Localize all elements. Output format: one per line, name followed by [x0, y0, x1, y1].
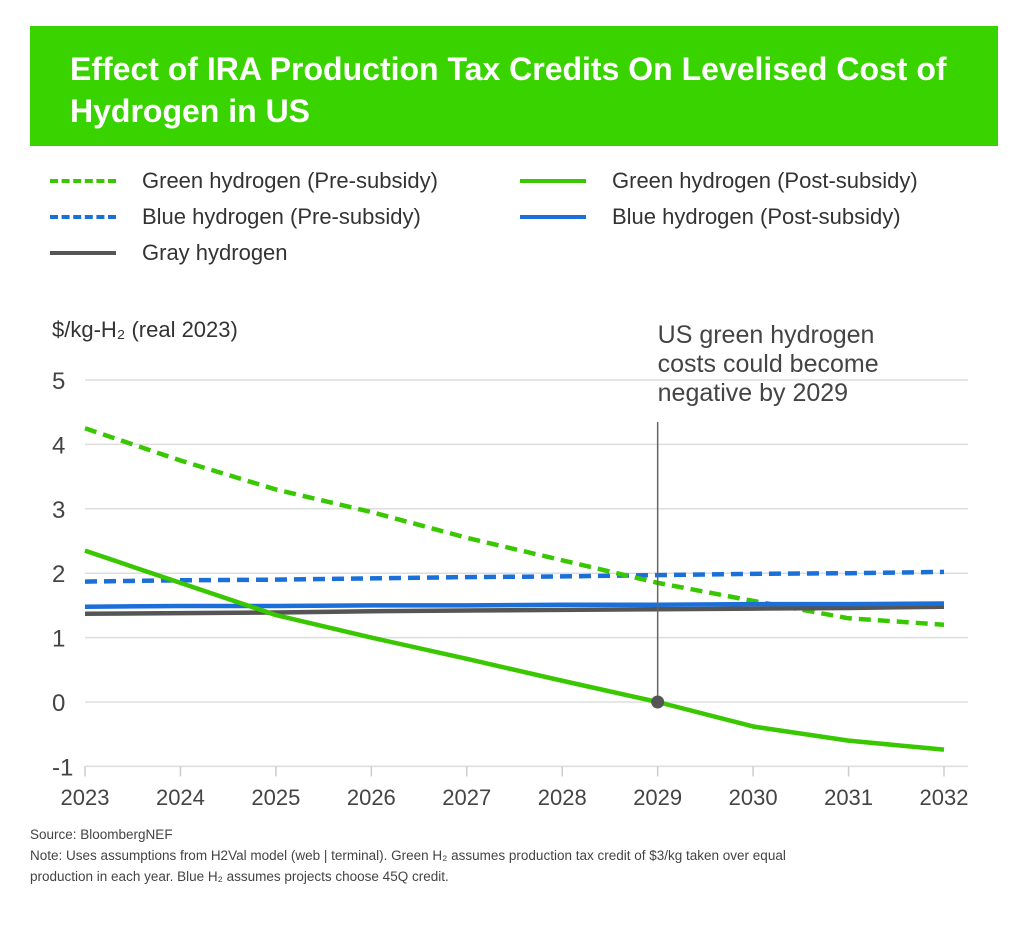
legend-label: Blue hydrogen (Pre-subsidy)	[142, 204, 421, 229]
series-line-blue-hydrogen-pre-subsidy	[84, 569, 945, 584]
series-line-gray-hydrogen	[84, 604, 945, 617]
x-tick-label: 2024	[156, 785, 205, 810]
legend-label: Green hydrogen (Pre-subsidy)	[142, 168, 438, 193]
y-tick-label: 4	[52, 432, 65, 459]
y-tick-label: -1	[52, 754, 73, 781]
legend-label: Green hydrogen (Post-subsidy)	[612, 168, 918, 193]
series-line-green-hydrogen-pre-subsidy	[84, 426, 945, 627]
legend-label: Blue hydrogen (Post-subsidy)	[612, 204, 901, 229]
chart-title: Effect of IRA Production Tax Credits On …	[70, 51, 947, 129]
legend-swatch	[520, 215, 586, 219]
annotation-marker	[651, 695, 665, 709]
y-tick-label: 2	[52, 561, 65, 588]
x-tick-label: 2031	[824, 785, 873, 810]
annotation-text: US green hydrogen	[658, 321, 875, 349]
x-tick-label: 2030	[729, 785, 778, 810]
source-text: Source: BloombergNEF	[30, 827, 173, 842]
x-tick-label: 2032	[920, 785, 969, 810]
legend-item-gray: Gray hydrogen	[50, 240, 288, 266]
legend-item-green-pre: Green hydrogen (Pre-subsidy)	[50, 168, 438, 194]
annotation-text: negative by 2029	[658, 379, 848, 407]
x-tick-label: 2027	[442, 785, 491, 810]
y-tick-label: 3	[52, 497, 65, 524]
legend-swatch	[50, 215, 116, 219]
title-banner: Effect of IRA Production Tax Credits On …	[30, 26, 998, 146]
legend-item-blue-post: Blue hydrogen (Post-subsidy)	[520, 204, 901, 230]
y-tick-label: 1	[52, 626, 65, 653]
y-tick-label: 0	[52, 690, 65, 717]
x-tick-label: 2029	[633, 785, 682, 810]
note-text-2: production in each year. Blue H₂ assumes…	[30, 869, 449, 884]
legend-item-blue-pre: Blue hydrogen (Pre-subsidy)	[50, 204, 421, 230]
series-line-blue-hydrogen-post-subsidy	[84, 601, 945, 609]
note-text: Note: Uses assumptions from H2Val model …	[30, 848, 786, 863]
series-line-green-hydrogen-post-subsidy	[84, 548, 945, 752]
footnotes: Source: BloombergNEF Note: Uses assumpti…	[30, 824, 990, 887]
legend-swatch	[50, 179, 116, 183]
x-tick-label: 2026	[347, 785, 396, 810]
y-tick-label: 5	[52, 368, 65, 395]
legend: Green hydrogen (Pre-subsidy) Green hydro…	[50, 168, 990, 278]
legend-label: Gray hydrogen	[142, 240, 288, 265]
legend-swatch	[520, 179, 586, 183]
legend-swatch	[50, 251, 116, 255]
y-axis-label: $/kg-H₂ (real 2023)	[52, 317, 238, 342]
x-tick-label: 2025	[251, 785, 300, 810]
annotation-text: costs could become	[658, 350, 879, 378]
x-tick-label: 2028	[538, 785, 587, 810]
x-tick-label: 2023	[61, 785, 110, 810]
legend-item-green-post: Green hydrogen (Post-subsidy)	[520, 168, 918, 194]
